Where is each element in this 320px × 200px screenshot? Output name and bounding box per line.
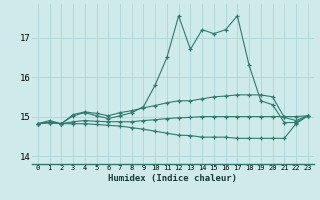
X-axis label: Humidex (Indice chaleur): Humidex (Indice chaleur) (108, 174, 237, 183)
